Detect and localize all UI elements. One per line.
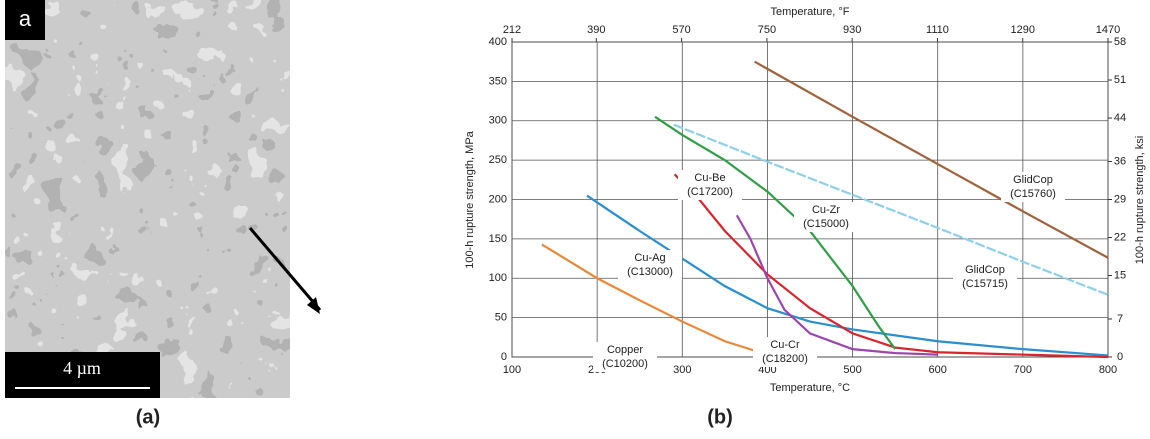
series-label: Cu-Be bbox=[694, 172, 725, 184]
series-line bbox=[673, 123, 1109, 296]
y-tick-label: 400 bbox=[489, 36, 507, 48]
y-tick-label: 0 bbox=[501, 351, 507, 363]
arrow bbox=[248, 227, 322, 311]
label-bg bbox=[678, 170, 742, 200]
y2-tick-label: 44 bbox=[1114, 112, 1126, 124]
series-alloy: (C17200) bbox=[687, 186, 733, 198]
series-label: Cu-Ag bbox=[634, 252, 665, 264]
scale-text: 4 µm bbox=[63, 358, 101, 378]
panel-label: a bbox=[19, 6, 32, 31]
x2-tick-label: 930 bbox=[843, 24, 861, 36]
y2-tick-label: 7 bbox=[1117, 313, 1123, 325]
x-axis-title: Temperature, °C bbox=[770, 382, 850, 394]
scale-box bbox=[5, 352, 160, 398]
x2-tick-label: 390 bbox=[587, 24, 605, 36]
label-bg bbox=[753, 337, 817, 367]
series-alloy: (C15715) bbox=[962, 278, 1008, 290]
series-line bbox=[654, 115, 897, 350]
y-tick-label: 100 bbox=[489, 272, 507, 284]
caption: (b) bbox=[707, 406, 733, 428]
y-axis-title: 100-h rupture strength, MPa bbox=[464, 130, 476, 268]
y2-tick-label: 51 bbox=[1114, 74, 1126, 86]
x-tick-label: 600 bbox=[929, 364, 947, 376]
series-alloy: (C15000) bbox=[803, 218, 849, 230]
y2-tick-label: 22 bbox=[1114, 231, 1126, 243]
x-tick-label: 800 bbox=[1099, 364, 1117, 376]
x-tick-label: 100 bbox=[503, 364, 521, 376]
y2-axis-title: 100-h rupture strength, ksi bbox=[1134, 136, 1146, 264]
series-label: Cu-Cr bbox=[770, 339, 800, 351]
y2-tick-label: 0 bbox=[1117, 351, 1123, 363]
series-label: Copper bbox=[607, 344, 643, 356]
label-bg bbox=[618, 250, 682, 280]
y2-tick-label: 36 bbox=[1114, 155, 1126, 167]
series-alloy: (C13000) bbox=[627, 266, 673, 278]
label-box bbox=[5, 0, 45, 40]
x2-tick-label: 570 bbox=[672, 24, 690, 36]
series-label: GlidCop bbox=[965, 264, 1005, 276]
x-tick-label: 300 bbox=[673, 364, 691, 376]
y2-tick-label: 58 bbox=[1114, 36, 1126, 48]
series-line bbox=[673, 173, 1109, 359]
y-tick-label: 200 bbox=[489, 193, 507, 205]
x-tick-label: 700 bbox=[1014, 364, 1032, 376]
y-tick-label: 150 bbox=[489, 233, 507, 245]
label-bg bbox=[794, 202, 858, 232]
y-tick-label: 300 bbox=[489, 115, 507, 127]
x2-tick-label: 750 bbox=[758, 24, 776, 36]
caption: (a) bbox=[136, 406, 160, 428]
series-alloy: (C15760) bbox=[1010, 188, 1056, 200]
y2-tick-label: 29 bbox=[1114, 193, 1126, 205]
label-bg bbox=[593, 342, 657, 372]
x2-tick-label: 1290 bbox=[1010, 24, 1034, 36]
micrograph bbox=[5, 0, 290, 398]
y-tick-label: 350 bbox=[489, 75, 507, 87]
y-tick-label: 250 bbox=[489, 154, 507, 166]
x-tick-label: 500 bbox=[843, 364, 861, 376]
y-tick-label: 50 bbox=[495, 312, 507, 324]
series-alloy: (C18200) bbox=[762, 353, 808, 365]
x2-tick-label: 212 bbox=[503, 24, 521, 36]
series-label: GlidCop bbox=[1013, 174, 1053, 186]
series-line bbox=[754, 60, 1109, 259]
series-alloy: (C10200) bbox=[602, 358, 648, 370]
x2-tick-label: 1470 bbox=[1096, 24, 1120, 36]
x2-axis-title: Temperature, °F bbox=[771, 6, 850, 18]
y2-tick-label: 15 bbox=[1114, 269, 1126, 281]
arrow-head bbox=[307, 297, 320, 314]
label-bg bbox=[953, 262, 1017, 292]
x2-tick-label: 1110 bbox=[926, 24, 949, 36]
series-line bbox=[735, 214, 938, 356]
label-bg bbox=[1001, 172, 1065, 202]
series-label: Cu-Zr bbox=[812, 204, 840, 216]
